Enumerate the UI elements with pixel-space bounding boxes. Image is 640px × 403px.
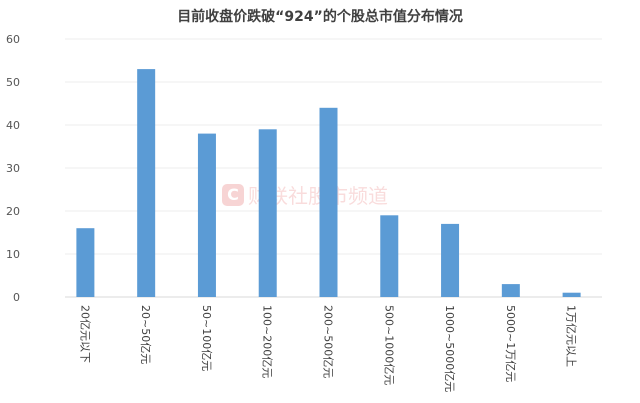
bar	[562, 292, 581, 297]
y-tick-label: 50	[6, 76, 20, 89]
bar	[137, 69, 156, 297]
x-tick-label: 100~200亿元	[261, 305, 274, 378]
x-tick-label: 200~500亿元	[322, 305, 335, 378]
y-tick-label: 20	[6, 205, 20, 218]
bar	[258, 129, 277, 297]
x-tick-label: 50~100亿元	[200, 305, 213, 371]
x-tick-label: 20~50亿元	[139, 305, 152, 364]
x-tick-label: 1000~5000亿元	[443, 305, 456, 392]
bar	[501, 284, 520, 297]
bar	[76, 228, 95, 297]
y-tick-label: 10	[6, 248, 20, 261]
y-tick-label: 0	[13, 291, 20, 304]
x-tick-label: 500~1000亿元	[382, 305, 395, 385]
chart-title: 目前收盘价跌破“924”的个股总市值分布情况	[177, 9, 463, 25]
bar	[380, 215, 399, 297]
x-tick-label: 5000~1万亿元	[504, 305, 517, 382]
bar	[319, 107, 338, 297]
y-tick-label: 40	[6, 119, 20, 132]
bar	[441, 223, 460, 297]
x-tick-label: 1万亿元以上	[565, 305, 578, 367]
bar	[197, 133, 216, 297]
y-tick-label: 30	[6, 162, 20, 175]
x-tick-label: 20亿元以下	[78, 305, 91, 363]
watermark-logo-icon: C	[222, 183, 244, 206]
y-tick-label: 60	[6, 33, 20, 46]
